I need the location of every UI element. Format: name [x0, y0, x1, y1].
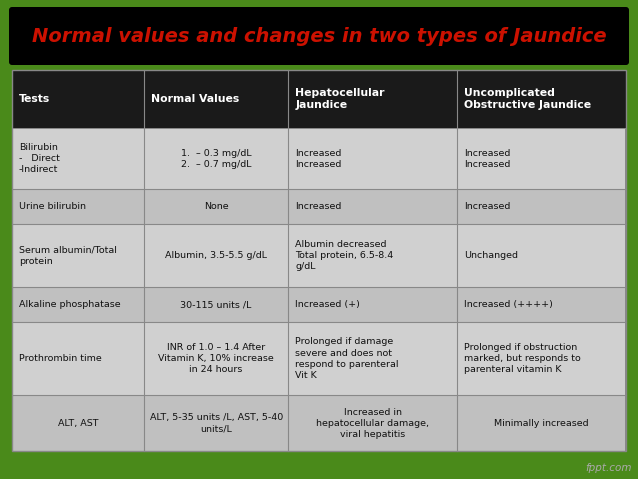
- Text: Tests: Tests: [19, 94, 50, 104]
- Text: Albumin decreased
Total protein, 6.5-8.4
g/dL: Albumin decreased Total protein, 6.5-8.4…: [295, 240, 394, 271]
- Text: Serum albumin/Total
protein: Serum albumin/Total protein: [19, 246, 117, 266]
- Text: Bilirubin
-   Direct
-Indirect: Bilirubin - Direct -Indirect: [19, 143, 60, 174]
- Bar: [13, 190, 625, 224]
- Text: Urine bilirubin: Urine bilirubin: [19, 202, 86, 211]
- Text: Alkaline phosphatase: Alkaline phosphatase: [19, 300, 121, 309]
- Text: Prothrombin time: Prothrombin time: [19, 354, 101, 363]
- Text: Unchanged: Unchanged: [464, 251, 518, 260]
- Text: Prolonged if damage
severe and does not
respond to parenteral
Vit K: Prolonged if damage severe and does not …: [295, 337, 399, 380]
- Bar: [13, 396, 625, 451]
- Text: Increased: Increased: [295, 202, 342, 211]
- Bar: [13, 224, 625, 287]
- Text: Prolonged if obstruction
marked, but responds to
parenteral vitamin K: Prolonged if obstruction marked, but res…: [464, 343, 581, 374]
- Text: fppt.com: fppt.com: [586, 463, 632, 473]
- Text: INR of 1.0 – 1.4 After
Vitamin K, 10% increase
in 24 hours: INR of 1.0 – 1.4 After Vitamin K, 10% in…: [158, 343, 274, 374]
- Bar: [12, 70, 626, 128]
- Text: Increased (+): Increased (+): [295, 300, 360, 309]
- Text: Normal values and changes in two types of Jaundice: Normal values and changes in two types o…: [32, 26, 606, 46]
- Text: Normal Values: Normal Values: [151, 94, 239, 104]
- Text: ALT, AST: ALT, AST: [58, 419, 98, 428]
- Text: Increased
Increased: Increased Increased: [295, 148, 342, 169]
- Bar: [13, 288, 625, 322]
- Bar: [13, 128, 625, 189]
- Text: Albumin, 3.5-5.5 g/dL: Albumin, 3.5-5.5 g/dL: [165, 251, 267, 260]
- Text: None: None: [204, 202, 228, 211]
- Text: Increased in
hepatocellular damage,
viral hepatitis: Increased in hepatocellular damage, vira…: [316, 408, 429, 439]
- Text: Minimally increased: Minimally increased: [494, 419, 589, 428]
- Text: 1.  – 0.3 mg/dL
2.  – 0.7 mg/dL: 1. – 0.3 mg/dL 2. – 0.7 mg/dL: [181, 148, 251, 169]
- Text: Uncomplicated
Obstructive Jaundice: Uncomplicated Obstructive Jaundice: [464, 88, 591, 110]
- FancyBboxPatch shape: [9, 7, 629, 65]
- Text: ALT, 5-35 units /L, AST, 5-40
units/L: ALT, 5-35 units /L, AST, 5-40 units/L: [149, 413, 283, 433]
- Bar: [13, 322, 625, 395]
- Text: Increased
Increased: Increased Increased: [464, 148, 510, 169]
- Text: Increased: Increased: [464, 202, 510, 211]
- Bar: [12, 70, 626, 451]
- Text: Hepatocellular
Jaundice: Hepatocellular Jaundice: [295, 88, 385, 110]
- Text: 30-115 units /L: 30-115 units /L: [181, 300, 252, 309]
- Text: Increased (++++): Increased (++++): [464, 300, 553, 309]
- Bar: [12, 70, 626, 451]
